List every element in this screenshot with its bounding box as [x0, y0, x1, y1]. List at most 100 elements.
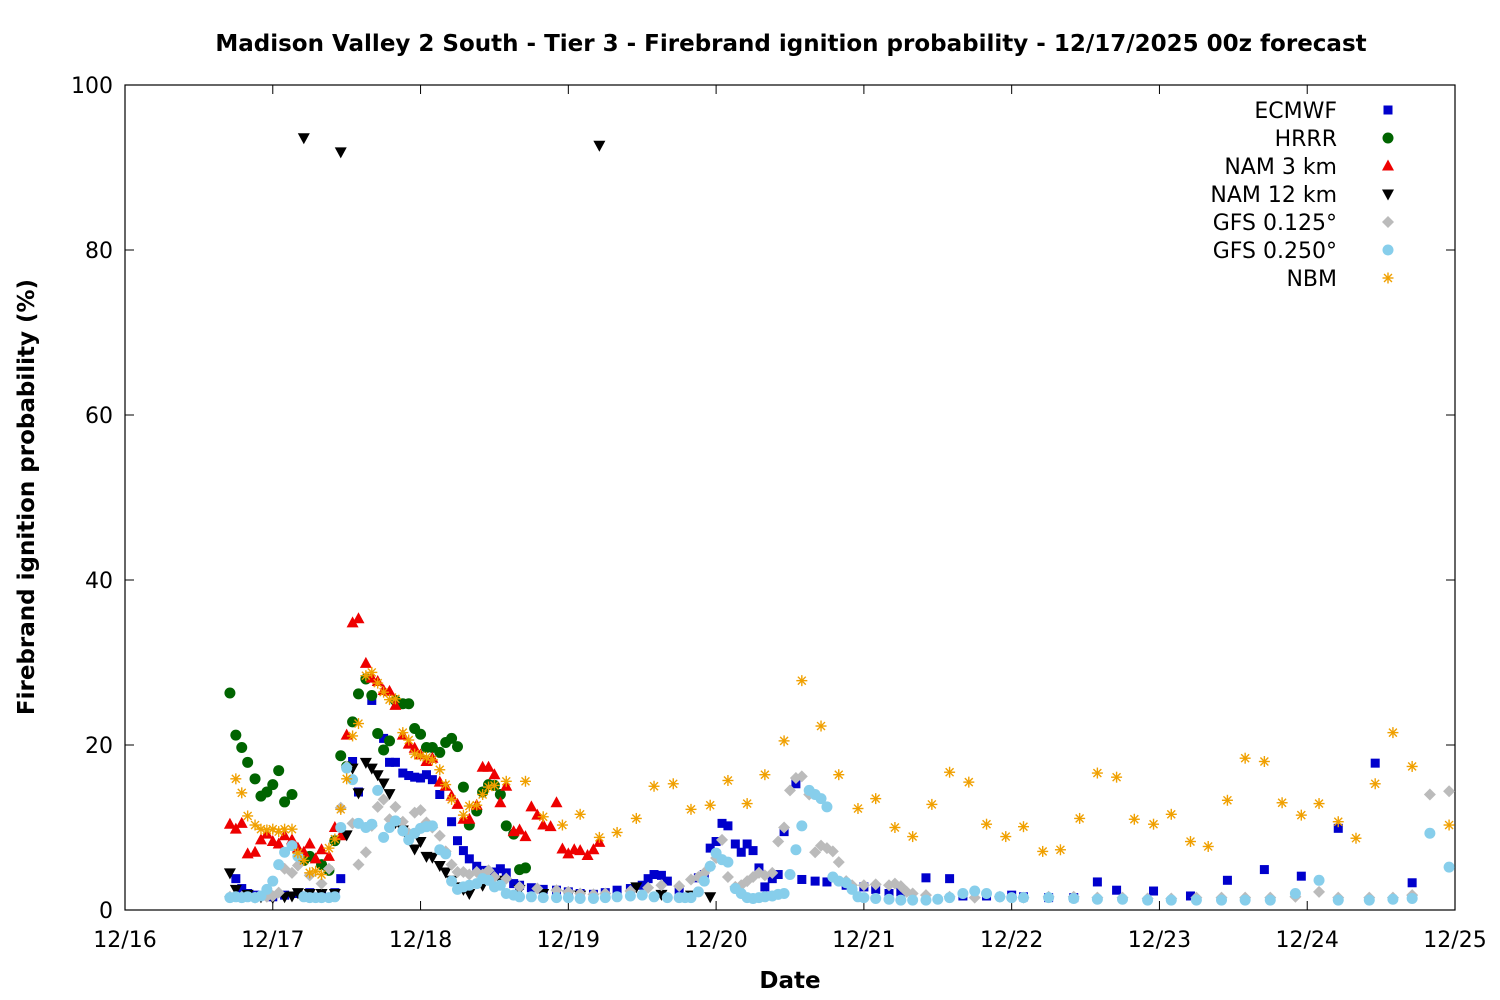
gfs-0-125-point [482, 864, 495, 877]
gfs-0-250-point [1424, 827, 1436, 839]
gfs-0-125-point [655, 879, 668, 892]
hrrr-point [378, 744, 390, 756]
nam-3-km-point [463, 812, 476, 824]
ecmwf-point [509, 879, 519, 889]
nbm-point [341, 773, 353, 785]
gfs-0-250-point [870, 892, 882, 904]
nbm-point [292, 847, 304, 859]
nbm-point [352, 718, 364, 730]
gfs-0-250-point [784, 869, 796, 881]
gfs-0-250-point [446, 875, 458, 887]
ecmwf-point [390, 757, 400, 767]
nbm-point [347, 730, 359, 742]
nam-12-km-point [408, 844, 421, 856]
ecmwf-point [421, 770, 431, 780]
nam-3-km-point [229, 822, 242, 834]
ecmwf-point [773, 870, 783, 880]
nam-3-km-point [525, 800, 538, 812]
gfs-0-125-point [721, 871, 734, 883]
gfs-0-125-point [272, 886, 285, 899]
gfs-0-250-point [846, 883, 858, 895]
nam-3-km-point [272, 837, 285, 849]
hrrr-point [519, 862, 531, 874]
nbm-point [230, 773, 242, 785]
gfs-0-250-point [698, 875, 710, 887]
gfs-0-250-point [1239, 894, 1251, 906]
gfs-0-250-point [514, 891, 526, 903]
ecmwf-point [1370, 758, 1380, 768]
hrrr-point [372, 727, 384, 739]
gfs-0-250-point [969, 885, 981, 897]
legend-label-nam-3-km: NAM 3 km [1224, 155, 1337, 180]
gfs-0-250-point [994, 891, 1006, 903]
gfs-0-250-point [335, 822, 347, 833]
ecmwf-point [748, 846, 758, 856]
nbm-point [907, 831, 919, 843]
ecmwf-point [385, 757, 395, 767]
gfs-0-125-point [1423, 788, 1436, 801]
nbm-point [463, 800, 475, 812]
hrrr-point [384, 735, 396, 747]
gfs-0-250-point [920, 894, 932, 906]
hrrr-point [230, 729, 242, 741]
y-tick-label: 0 [99, 899, 113, 924]
gfs-0-250-point [329, 891, 341, 903]
nam-3-km-point [587, 843, 600, 855]
nbm-point [537, 811, 549, 823]
nbm-point [242, 810, 254, 822]
ecmwf-point [637, 880, 647, 890]
series-gfs-0-250 [224, 762, 1455, 906]
ecmwf-point [1149, 886, 1159, 896]
nbm-point [1091, 767, 1103, 779]
nbm-point [870, 793, 882, 805]
nbm-point [286, 823, 298, 835]
x-tick-label: 12/16 [93, 928, 156, 953]
nbm-point [236, 787, 248, 799]
gfs-0-125-point [531, 882, 544, 895]
nbm-point [261, 824, 273, 836]
hrrr-point [279, 796, 291, 808]
ecmwf-point [717, 818, 727, 828]
gfs-0-125-point [433, 829, 446, 842]
nbm-point [1258, 756, 1270, 767]
nbm-point [329, 833, 341, 845]
legend-label-nbm: NBM [1286, 267, 1337, 292]
x-tick-label: 12/24 [1276, 928, 1339, 953]
nbm-point [1037, 845, 1049, 857]
nbm-point [1221, 794, 1233, 806]
nam-12-km-point [340, 830, 353, 842]
nbm-point [667, 778, 679, 790]
gfs-0-250-point [341, 762, 353, 774]
x-tick-label: 12/25 [1423, 928, 1486, 953]
gfs-0-125-point [673, 880, 686, 893]
nbm-point [1369, 778, 1381, 790]
gfs-0-250-point [692, 886, 704, 898]
nam-12-km-point [704, 892, 717, 904]
ecmwf-point [822, 877, 832, 887]
nam-12-km-point [359, 757, 372, 769]
hrrr-point [494, 789, 506, 800]
nbm-point [457, 809, 469, 821]
nam-3-km-point [254, 833, 267, 845]
ecmwf-point [231, 874, 241, 884]
nam-3-km-point [322, 849, 335, 861]
gfs-0-125-point [772, 835, 785, 848]
hrrr-point [286, 789, 298, 800]
gfs-0-125-point [1313, 885, 1326, 898]
y-axis-label: Firebrand ignition probability (%) [14, 279, 40, 715]
legend-marker-ecmwf [1383, 105, 1393, 115]
gfs-0-125-point [832, 856, 845, 869]
nbm-point [1128, 813, 1140, 825]
gfs-0-250-point [1142, 894, 1154, 906]
legend-marker-gfs-0-125 [1382, 216, 1394, 228]
y-tick-label: 40 [85, 569, 113, 594]
nam-12-km-point [291, 888, 304, 900]
ecmwf-point [447, 817, 457, 827]
nbm-point [963, 776, 975, 788]
nam-3-km-point [359, 656, 372, 668]
nam-3-km-point [581, 849, 594, 861]
gfs-0-250-point [1190, 894, 1202, 906]
nbm-point [611, 826, 623, 838]
legend-marker-nam-3-km [1382, 159, 1394, 171]
